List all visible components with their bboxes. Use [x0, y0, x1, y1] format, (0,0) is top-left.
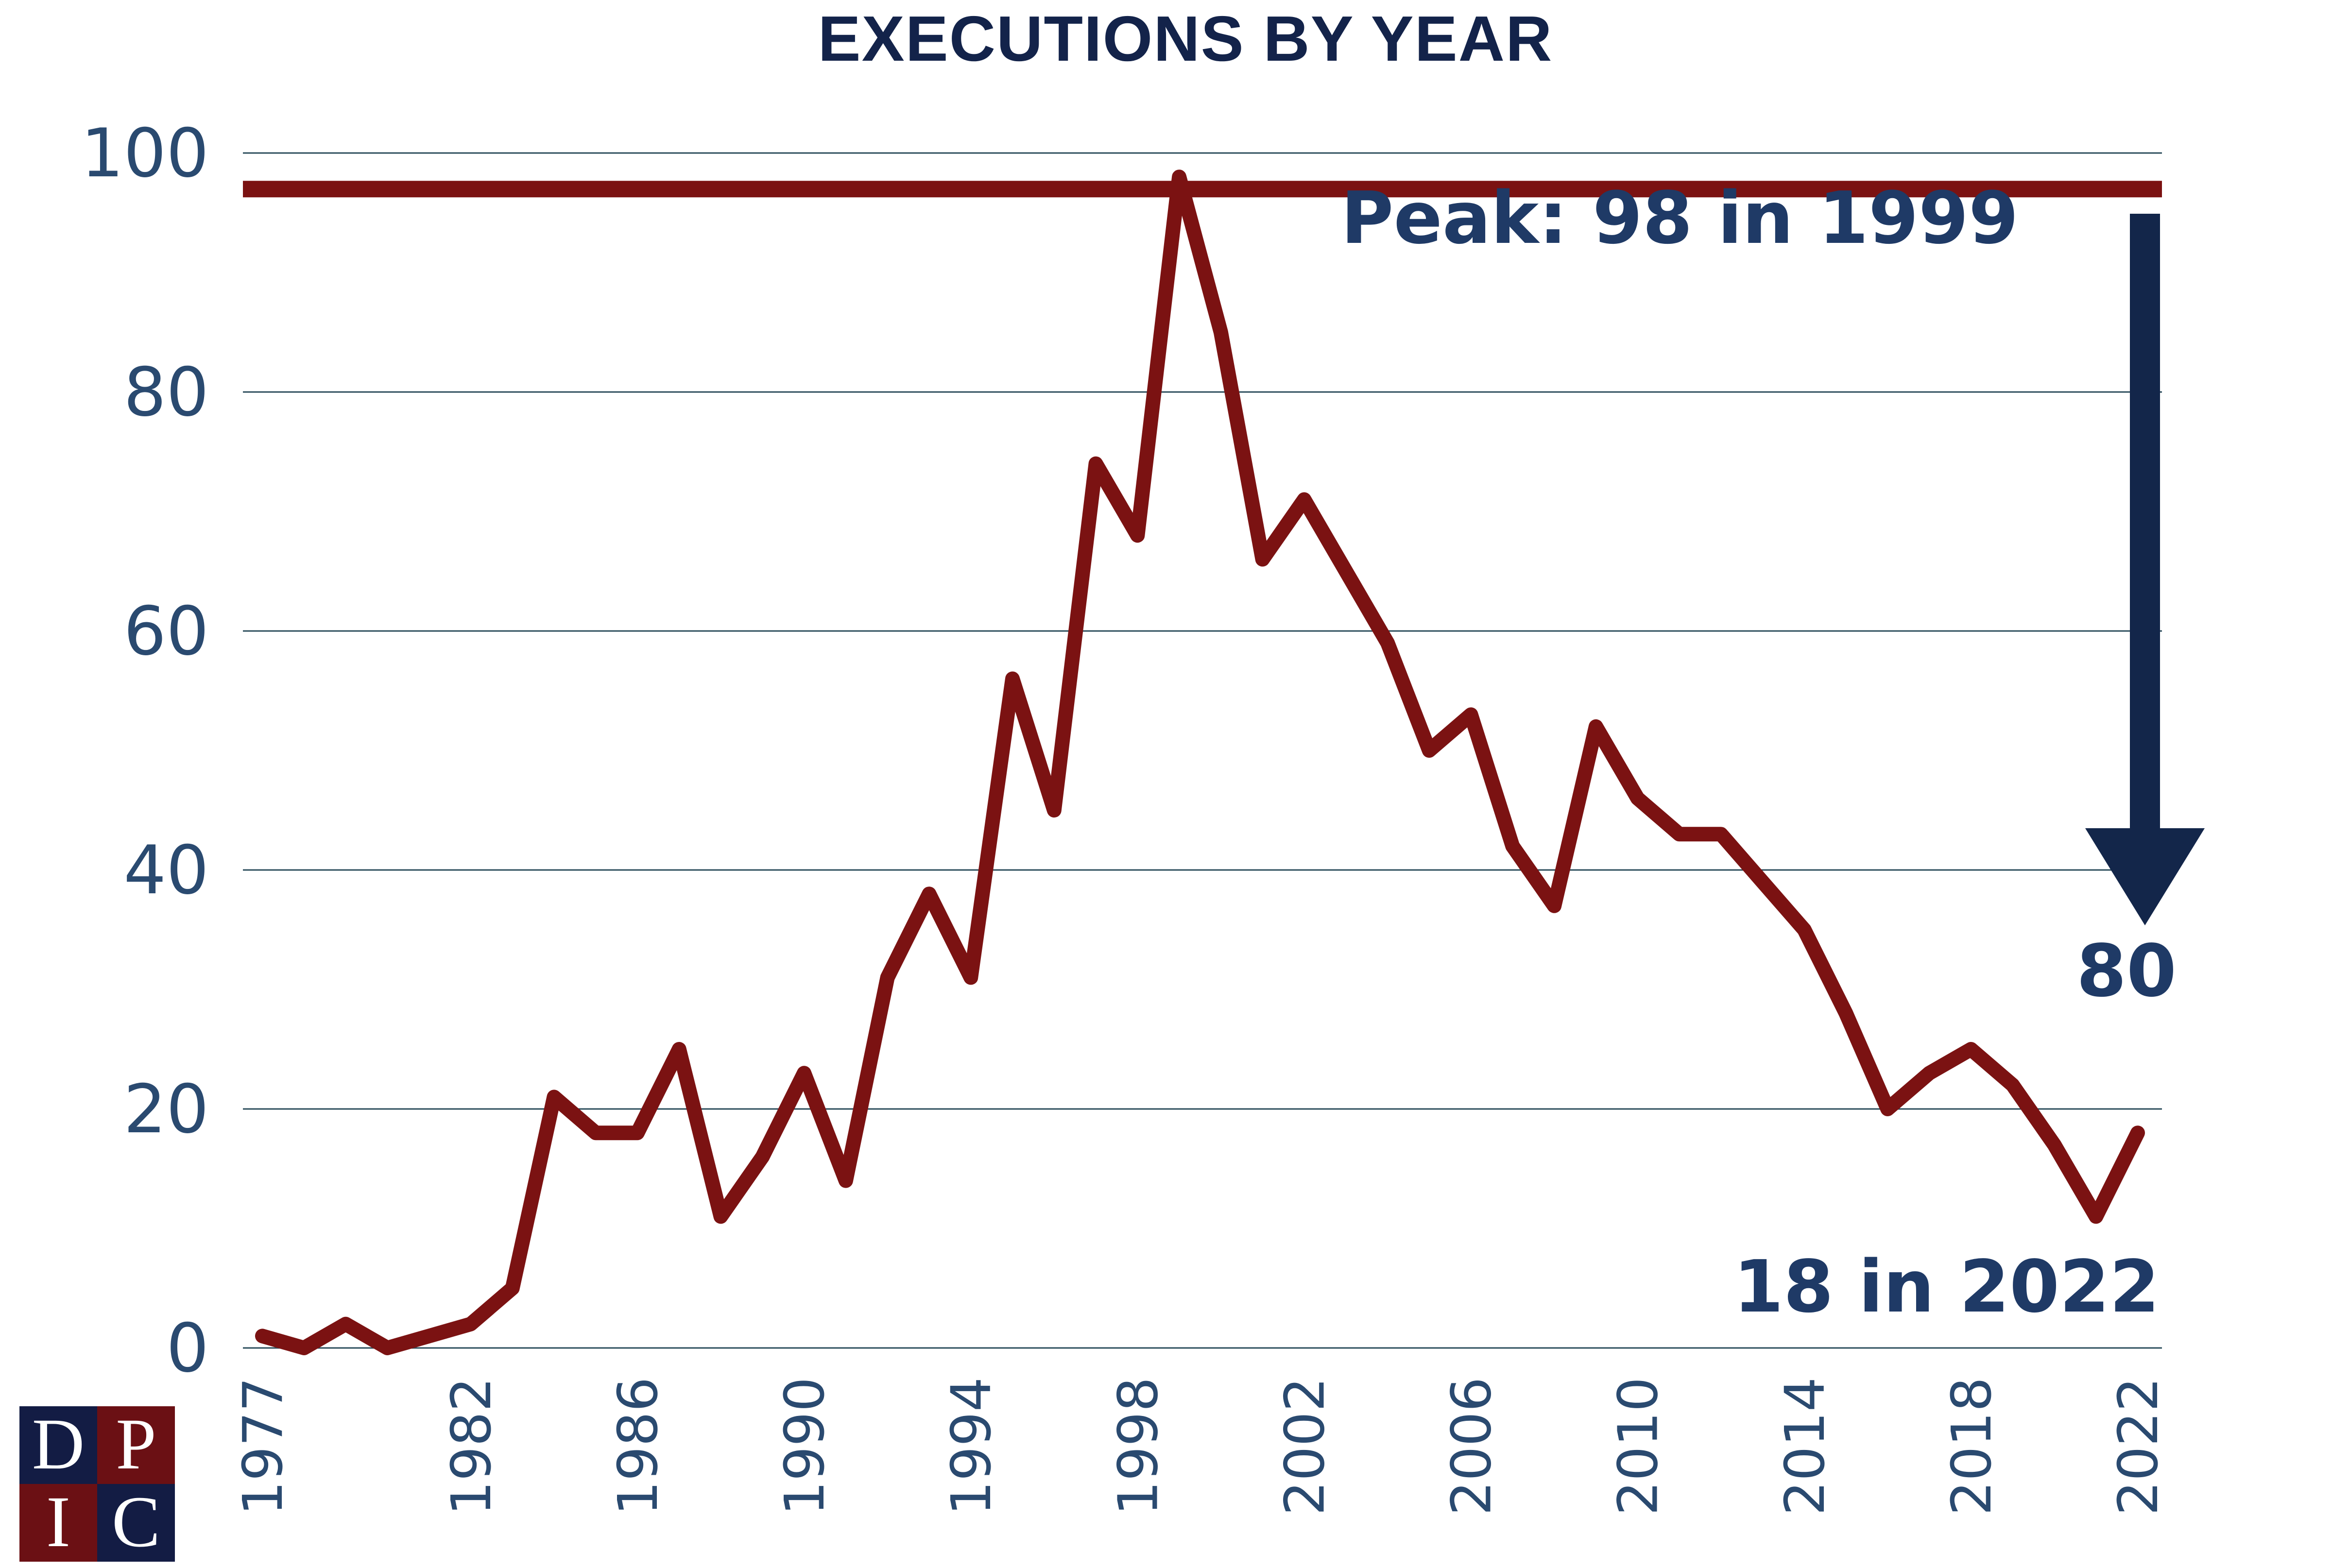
- data-point: [1927, 1071, 1932, 1075]
- decline-arrow-icon: [2085, 214, 2205, 925]
- data-point: [1802, 928, 1806, 932]
- data-point: [760, 1155, 765, 1159]
- x-tick-label: 1982: [440, 1377, 503, 1516]
- data-point: [1052, 808, 1056, 812]
- y-axis-ticks: 0 20 40 60 80 100: [81, 114, 209, 1387]
- data-point: [343, 1322, 348, 1326]
- logo-letter-P: P: [116, 1404, 156, 1484]
- data-point: [302, 1346, 306, 1350]
- x-tick-label: 1986: [607, 1377, 670, 1516]
- dpic-logo: D PI C: [19, 1404, 175, 1562]
- y-tick-label: 40: [123, 831, 209, 909]
- x-tick-label: 1990: [773, 1377, 837, 1516]
- data-point: [1844, 1011, 1848, 1016]
- data-point: [1761, 880, 1765, 884]
- data-point: [802, 1071, 806, 1075]
- data-point: [927, 892, 931, 896]
- data-point: [1886, 1107, 1890, 1111]
- data-point: [843, 1178, 848, 1183]
- data-point: [1427, 749, 1431, 752]
- y-tick-label: 0: [166, 1309, 209, 1387]
- data-point: [1635, 796, 1640, 801]
- data-point: [1594, 724, 1598, 729]
- y-tick-label: 20: [123, 1070, 209, 1148]
- data-point: [260, 1334, 264, 1338]
- data-point: [1135, 533, 1140, 538]
- data-point: [1094, 461, 1098, 466]
- data-point: [1386, 641, 1389, 645]
- data-point: [677, 1047, 681, 1051]
- chart-title: EXECUTIONS BY YEAR: [818, 3, 1553, 74]
- x-tick-label: 2018: [1940, 1377, 2004, 1516]
- data-point: [427, 1334, 431, 1338]
- logo-letter-I: I: [46, 1482, 70, 1562]
- data-point: [468, 1322, 473, 1326]
- x-tick-label: 2022: [2107, 1377, 2170, 1516]
- data-point: [1510, 844, 1515, 848]
- data-point: [2136, 1131, 2140, 1135]
- data-point: [1552, 903, 1557, 908]
- logo-cell: [97, 1406, 175, 1484]
- x-tick-label: 2002: [1273, 1377, 1337, 1516]
- data-point: [1302, 497, 1306, 502]
- logo-cell: [19, 1484, 97, 1562]
- data-point: [719, 1214, 723, 1219]
- executions-series-line: [255, 170, 2145, 1355]
- data-point: [885, 975, 890, 980]
- data-points: [260, 175, 2140, 1350]
- logo-cell: [97, 1484, 175, 1562]
- logo-cell: [19, 1406, 97, 1484]
- data-point: [2010, 1083, 2015, 1087]
- x-tick-label: 2014: [1774, 1377, 1837, 1516]
- decline-annotation: 80: [2076, 929, 2177, 1013]
- x-tick-label: 1994: [940, 1377, 1003, 1516]
- data-point: [552, 1095, 556, 1099]
- grid-lines: [243, 152, 2162, 1349]
- data-point: [1011, 677, 1014, 681]
- data-point: [2052, 1142, 2057, 1147]
- x-tick-label: 2010: [1607, 1377, 1670, 1516]
- data-point: [2094, 1214, 2098, 1219]
- data-point: [1969, 1047, 1973, 1051]
- data-point: [969, 975, 973, 980]
- x-axis-ticks: 1977 1982 1986 1990 1994 1998 2002 2006 2010 2014…: [232, 1377, 2170, 1516]
- data-point: [510, 1286, 514, 1290]
- data-point: [1469, 713, 1473, 717]
- data-point: [1677, 832, 1681, 836]
- y-tick-label: 100: [81, 114, 209, 192]
- logo-letter-D: D: [32, 1404, 85, 1484]
- data-point: [1344, 569, 1348, 573]
- data-point: [635, 1131, 639, 1135]
- y-tick-label: 80: [123, 353, 209, 431]
- x-tick-label: 2006: [1440, 1377, 1504, 1516]
- peak-annotation: Peak: 98 in 1999: [1341, 176, 2019, 260]
- data-point: [1260, 557, 1265, 562]
- data-point: [594, 1131, 598, 1135]
- logo-letter-C: C: [112, 1482, 160, 1562]
- data-point: [1719, 832, 1723, 836]
- x-tick-label: 1977: [232, 1377, 295, 1516]
- data-point: [1177, 175, 1182, 179]
- y-tick-label: 60: [123, 592, 209, 670]
- data-point: [385, 1346, 390, 1350]
- data-point: [1218, 330, 1223, 334]
- x-tick-label: 1998: [1107, 1377, 1170, 1516]
- latest-annotation: 18 in 2022: [1733, 1245, 2160, 1329]
